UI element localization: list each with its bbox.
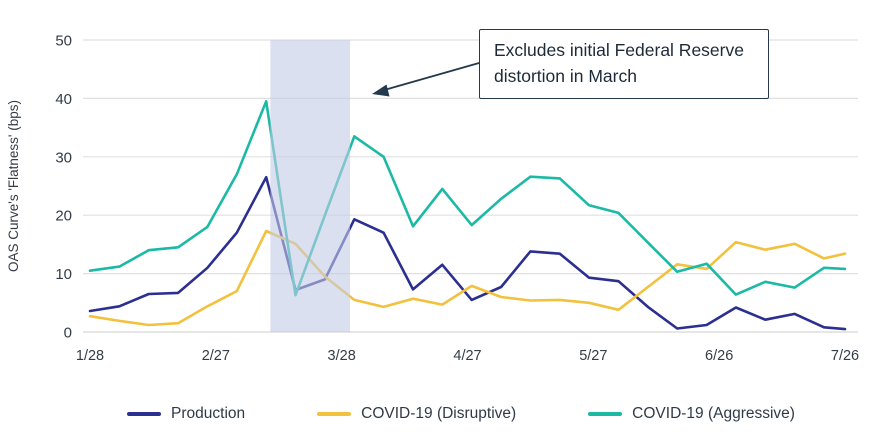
legend-label-production: Production [171, 405, 246, 422]
x-tick-label: 3/28 [328, 348, 356, 364]
annotation-arrowhead [372, 84, 390, 97]
march-distortion-band [270, 40, 351, 332]
annotation-arrow [385, 62, 480, 91]
covid-aggressive-line-swatch [588, 412, 623, 416]
series-line-production [88, 175, 847, 331]
x-tick-label: 2/27 [202, 348, 230, 364]
x-tick-label: 4/27 [453, 348, 481, 364]
series-line-covid-19-disruptive- [88, 229, 847, 327]
annotation-callout: Excludes initial Federal Reserve distort… [479, 29, 769, 99]
y-axis-title: OAS Curve's 'Flatness' (bps) [6, 100, 21, 272]
legend-item-production: Production [127, 405, 245, 423]
production-line-swatch [127, 412, 162, 416]
y-tick-label: 30 [55, 149, 72, 166]
y-tick-label: 20 [55, 208, 72, 225]
annotation-text: Excludes initial Federal Reserve distort… [494, 40, 744, 86]
y-tick-label: 0 [64, 325, 72, 342]
chart-legend: Production COVID-19 (Disruptive) COVID-1… [26, 405, 870, 423]
y-tick-label: 50 [55, 33, 72, 50]
legend-item-covid-disruptive: COVID-19 (Disruptive) [317, 405, 516, 423]
legend-label-covid-disruptive: COVID-19 (Disruptive) [361, 405, 517, 422]
x-tick-label: 1/28 [76, 348, 104, 364]
y-tick-label: 10 [55, 266, 72, 283]
legend-item-covid-aggressive: COVID-19 (Aggressive) [588, 405, 795, 423]
covid-disruptive-line-swatch [317, 412, 352, 416]
x-tick-label: 6/26 [705, 348, 733, 364]
x-tick-label: 7/26 [831, 348, 859, 364]
legend-label-covid-aggressive: COVID-19 (Aggressive) [632, 405, 795, 422]
x-tick-label: 5/27 [579, 348, 607, 364]
series-line-covid-19-aggressive- [88, 100, 847, 297]
y-tick-label: 40 [55, 91, 72, 108]
